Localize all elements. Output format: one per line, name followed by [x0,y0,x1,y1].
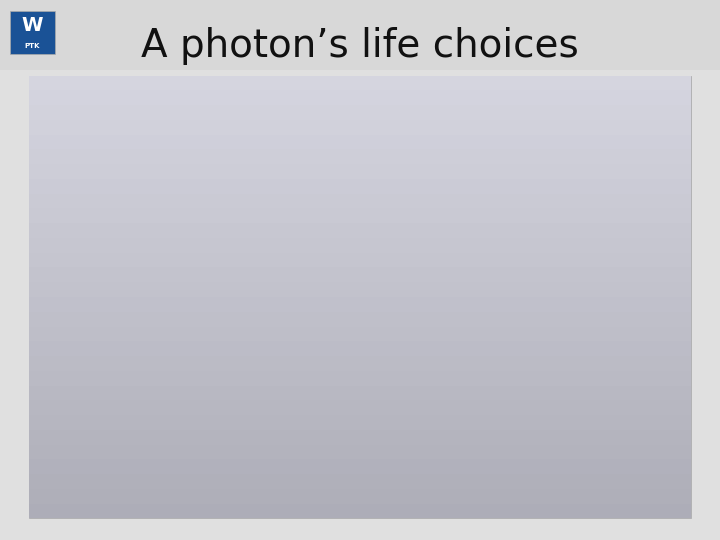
Text: • Fluorescence: • Fluorescence [49,306,184,323]
Text: λ: λ [516,316,528,335]
Text: • Phosphorescence: • Phosphorescence [49,387,222,405]
Text: W: W [22,16,43,35]
Text: • Reflection: • Reflection [49,184,155,201]
Text: • Absorption: • Absorption [49,102,163,120]
Text: • Subsurface scattering: • Subsurface scattering [49,347,263,364]
Text: A photon’s life choices: A photon’s life choices [141,27,579,65]
Text: • Refraction: • Refraction [49,265,157,283]
Text: • Diffusion: • Diffusion [49,143,145,161]
Text: • Transparency: • Transparency [49,224,215,243]
Text: • Interreflection: • Interreflection [49,428,192,446]
Text: PTK: PTK [24,43,40,49]
FancyBboxPatch shape [10,10,55,54]
Text: light source: light source [568,272,649,286]
Circle shape [582,313,642,353]
